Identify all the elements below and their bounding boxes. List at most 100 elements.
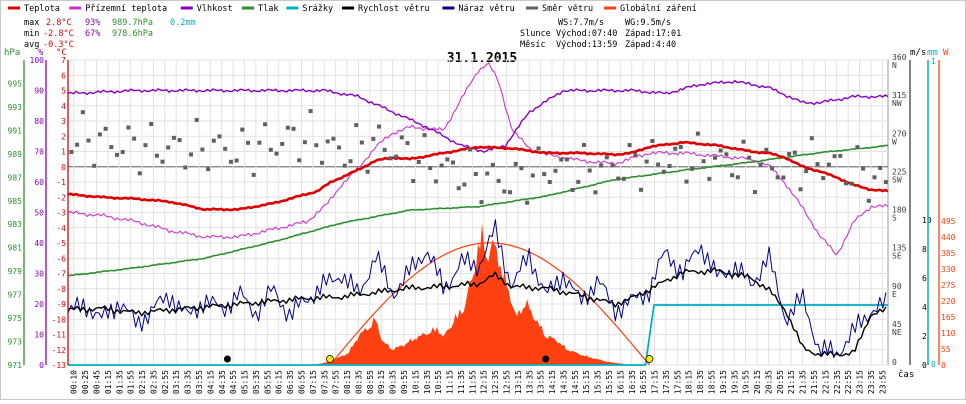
- astro-info: WS:7.7m/s WG:9.5m/s Slunce Východ:07:40 …: [520, 18, 681, 50]
- x-tick-label: 20:35: [764, 370, 773, 394]
- x-tick-label: 08:35: [354, 370, 363, 394]
- x-tick-label: 15:55: [605, 370, 614, 394]
- wind-dir-point: [291, 126, 296, 131]
- x-tick-label: 18:55: [707, 370, 716, 394]
- axis-unit-wind-speed: m/s: [910, 48, 926, 58]
- tick-label-temperature: -11: [52, 331, 67, 340]
- x-tick-label: 14:15: [548, 370, 557, 394]
- wind-dir-point: [348, 159, 353, 164]
- x-tick-label: 01:55: [127, 370, 136, 394]
- wind-dir-point: [735, 175, 740, 180]
- legend: Teplota Přízemní teplota Vlhkost Tlak Srážky…: [8, 4, 697, 14]
- wind-dir-point: [75, 142, 80, 147]
- tick-label-temperature: -7: [56, 270, 66, 279]
- wind-dir-point: [564, 157, 569, 162]
- wind-dir-point: [416, 160, 421, 164]
- stat-min-label: min: [24, 29, 39, 39]
- info-moon-label: Měsíc: [520, 40, 546, 50]
- info-moon-rise: Východ:13:59: [556, 40, 617, 50]
- tick-label-wind-dir: 270: [892, 129, 907, 138]
- x-tick-label: 02:55: [161, 370, 170, 394]
- x-tick-label: 13:15: [514, 370, 523, 394]
- x-tick-label: 04:35: [218, 370, 227, 394]
- tick-label-pressure: 977: [8, 291, 23, 300]
- tick-label-radiation: 165: [941, 313, 956, 322]
- wind-dir-point: [752, 190, 757, 194]
- wind-dir-point: [656, 162, 661, 167]
- wind-dir-point: [314, 143, 319, 148]
- tick-label-radiation: 440: [941, 233, 956, 242]
- tick-label-temperature: 6: [61, 71, 66, 80]
- x-tick-label: 06:15: [275, 370, 284, 394]
- wind-dir-point: [451, 160, 455, 165]
- wind-dir-point: [371, 136, 376, 141]
- wind-dir-point: [115, 152, 119, 157]
- wind-dir-point: [650, 139, 655, 143]
- wind-dir-point: [559, 157, 564, 162]
- x-tick-label: 04:15: [206, 370, 215, 394]
- stat-avg-temp: -0.3°C: [43, 40, 74, 50]
- wind-dir-point: [223, 146, 228, 151]
- x-tick-label: 14:35: [559, 370, 568, 394]
- x-tick-label: 19:55: [742, 370, 751, 394]
- wind-dir-point: [342, 163, 347, 168]
- wind-dir-point: [365, 169, 370, 174]
- tick-label-temperature: 7: [61, 56, 66, 65]
- wind-dir-point: [399, 135, 404, 140]
- tick-label-radiation: 0: [941, 361, 946, 370]
- x-tick-label: 19:15: [719, 370, 728, 394]
- x-tick-label: 13:35: [525, 370, 534, 394]
- tick-label-wind-dir: 360: [892, 53, 907, 62]
- wind-dir-point: [473, 172, 478, 176]
- x-tick-label: 05:15: [241, 370, 250, 394]
- wind-dir-point: [576, 179, 581, 184]
- stat-min-press: 978.6hPa: [112, 29, 153, 39]
- wind-dir-point: [587, 168, 592, 173]
- wind-dir-point: [610, 163, 615, 168]
- tick-label-humidity: 70: [34, 148, 44, 157]
- tick-label-wind-dir-name: S: [892, 214, 897, 223]
- legend-item: Vlhkost: [197, 4, 233, 14]
- x-tick-label: 07:35: [320, 370, 329, 394]
- wind-dir-point: [695, 131, 700, 136]
- axis-unit-humidity: %: [38, 48, 44, 58]
- tick-label-wind-speed: 8: [922, 245, 927, 254]
- sun-marker: [326, 355, 334, 363]
- axis-unit-radiation: W: [943, 48, 949, 58]
- x-tick-label: 09:55: [400, 370, 409, 394]
- wind-dir-point: [878, 165, 883, 170]
- wind-dir-point: [616, 176, 621, 181]
- wind-dir-point: [388, 156, 393, 161]
- tick-label-wind-dir: 90: [892, 282, 902, 291]
- series-prizemni-teplota: [67, 62, 889, 256]
- tick-label-pressure: 995: [8, 79, 23, 88]
- moon-marker: [542, 355, 550, 363]
- x-tick-label: 17:15: [651, 370, 660, 394]
- x-tick-label: 11:35: [457, 370, 466, 394]
- x-tick-label: 11:55: [468, 370, 477, 394]
- wind-dir-point: [724, 152, 729, 157]
- x-tick-label: 22:35: [833, 370, 842, 394]
- wind-dir-point: [883, 180, 888, 185]
- tick-label-wind-dir-name: N: [892, 61, 897, 70]
- x-tick-label: 06:35: [286, 370, 295, 394]
- tick-label-wind-dir-name: NW: [892, 99, 902, 108]
- x-tick-label: 05:35: [252, 370, 261, 394]
- wind-dir-point: [143, 143, 148, 148]
- wind-dir-point: [405, 141, 410, 146]
- wind-dir-point: [701, 159, 706, 164]
- x-tick-label: 01:15: [104, 370, 113, 394]
- wind-dir-point: [97, 132, 102, 137]
- x-tick-label: 03:35: [184, 370, 193, 394]
- x-tick-label: 01:35: [115, 370, 124, 394]
- wind-dir-point: [359, 140, 364, 145]
- series-naraz-vetru: [67, 219, 887, 359]
- wind-dir-point: [707, 176, 712, 181]
- tick-label-temperature: -1: [56, 178, 66, 187]
- tick-label-humidity: 40: [34, 239, 44, 248]
- legend-item: Tlak: [258, 4, 278, 14]
- series-tlak: [67, 144, 889, 277]
- wind-dir-point: [849, 181, 854, 186]
